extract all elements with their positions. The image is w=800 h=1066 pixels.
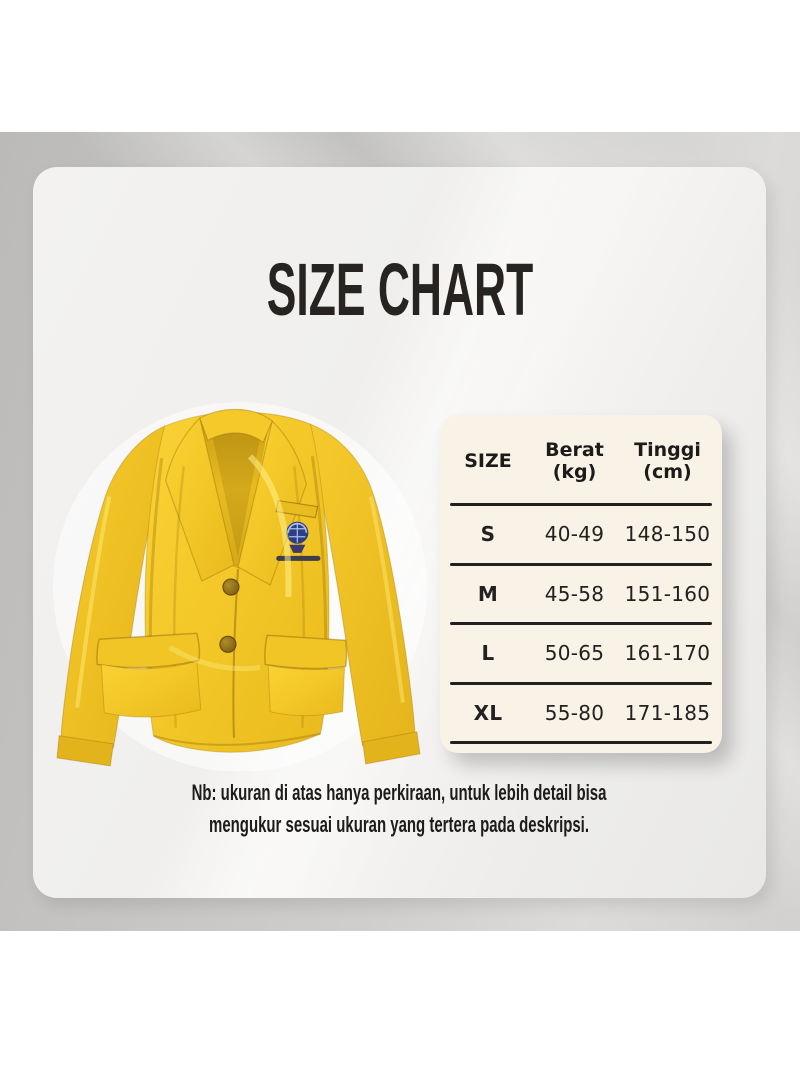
height-value: 171-185 xyxy=(624,700,711,725)
weight-value: 55-80 xyxy=(544,700,605,725)
table-row-m: M 45-58 151-160 xyxy=(440,566,722,623)
weight-value: 50-65 xyxy=(544,641,605,666)
table-divider xyxy=(450,741,712,744)
size-label: S xyxy=(480,522,496,547)
column-header-size: SIZE xyxy=(464,449,512,472)
table-header-row: SIZE Berat (kg) Tinggi (cm) xyxy=(440,419,722,503)
table-row-xl: XL 55-80 171-185 xyxy=(440,685,722,742)
product-photo-yellow-blazer xyxy=(49,395,429,772)
table-divider xyxy=(450,622,712,625)
note-line-1: Nb: ukuran di atas hanya perkiraan, untu… xyxy=(192,780,607,805)
table-divider xyxy=(450,562,712,566)
content-card: SIZE CHART xyxy=(33,167,766,898)
table-row-s: S 40-49 148-150 xyxy=(440,506,722,563)
page-title: SIZE CHART xyxy=(266,248,533,331)
note-text: Nb: ukuran di atas hanya perkiraan, untu… xyxy=(192,777,607,842)
right-pocket-body xyxy=(267,664,346,717)
left-pocket-flap xyxy=(96,632,201,669)
right-pocket-flap xyxy=(264,634,348,670)
table-divider xyxy=(450,503,712,506)
yellow-blazer-illustration xyxy=(53,402,427,772)
weight-value: 45-58 xyxy=(544,581,605,606)
left-lapel xyxy=(164,416,235,582)
height-value: 151-160 xyxy=(624,581,711,606)
height-value: 161-170 xyxy=(624,641,711,666)
bottom-button xyxy=(219,635,237,653)
left-sleeve xyxy=(60,425,166,749)
weight-value: 40-49 xyxy=(544,522,605,547)
collar xyxy=(199,408,273,444)
hem-line xyxy=(153,732,321,746)
note-container: Nb: ukuran di atas hanya perkiraan, untu… xyxy=(33,777,766,842)
size-label: L xyxy=(481,641,495,666)
left-cuff xyxy=(56,735,114,767)
right-lapel xyxy=(237,419,307,586)
right-cuff xyxy=(362,731,421,765)
size-chart-table: SIZE Berat (kg) Tinggi (cm) S 40-49 148-… xyxy=(440,415,722,753)
size-label: M xyxy=(477,581,499,606)
column-header-height: Tinggi (cm) xyxy=(634,438,701,483)
height-value: 148-150 xyxy=(624,522,711,547)
left-pocket-body xyxy=(100,660,202,718)
note-line-2: mengukur sesuai ukuran yang tertera pada… xyxy=(209,812,590,838)
column-header-weight: Berat (kg) xyxy=(545,438,604,483)
right-sleeve xyxy=(309,423,416,747)
table-divider xyxy=(450,681,712,685)
size-label: XL xyxy=(473,700,503,725)
table-row-l: L 50-65 161-170 xyxy=(440,625,722,682)
title-container: SIZE CHART xyxy=(33,253,766,327)
top-button xyxy=(222,578,240,596)
